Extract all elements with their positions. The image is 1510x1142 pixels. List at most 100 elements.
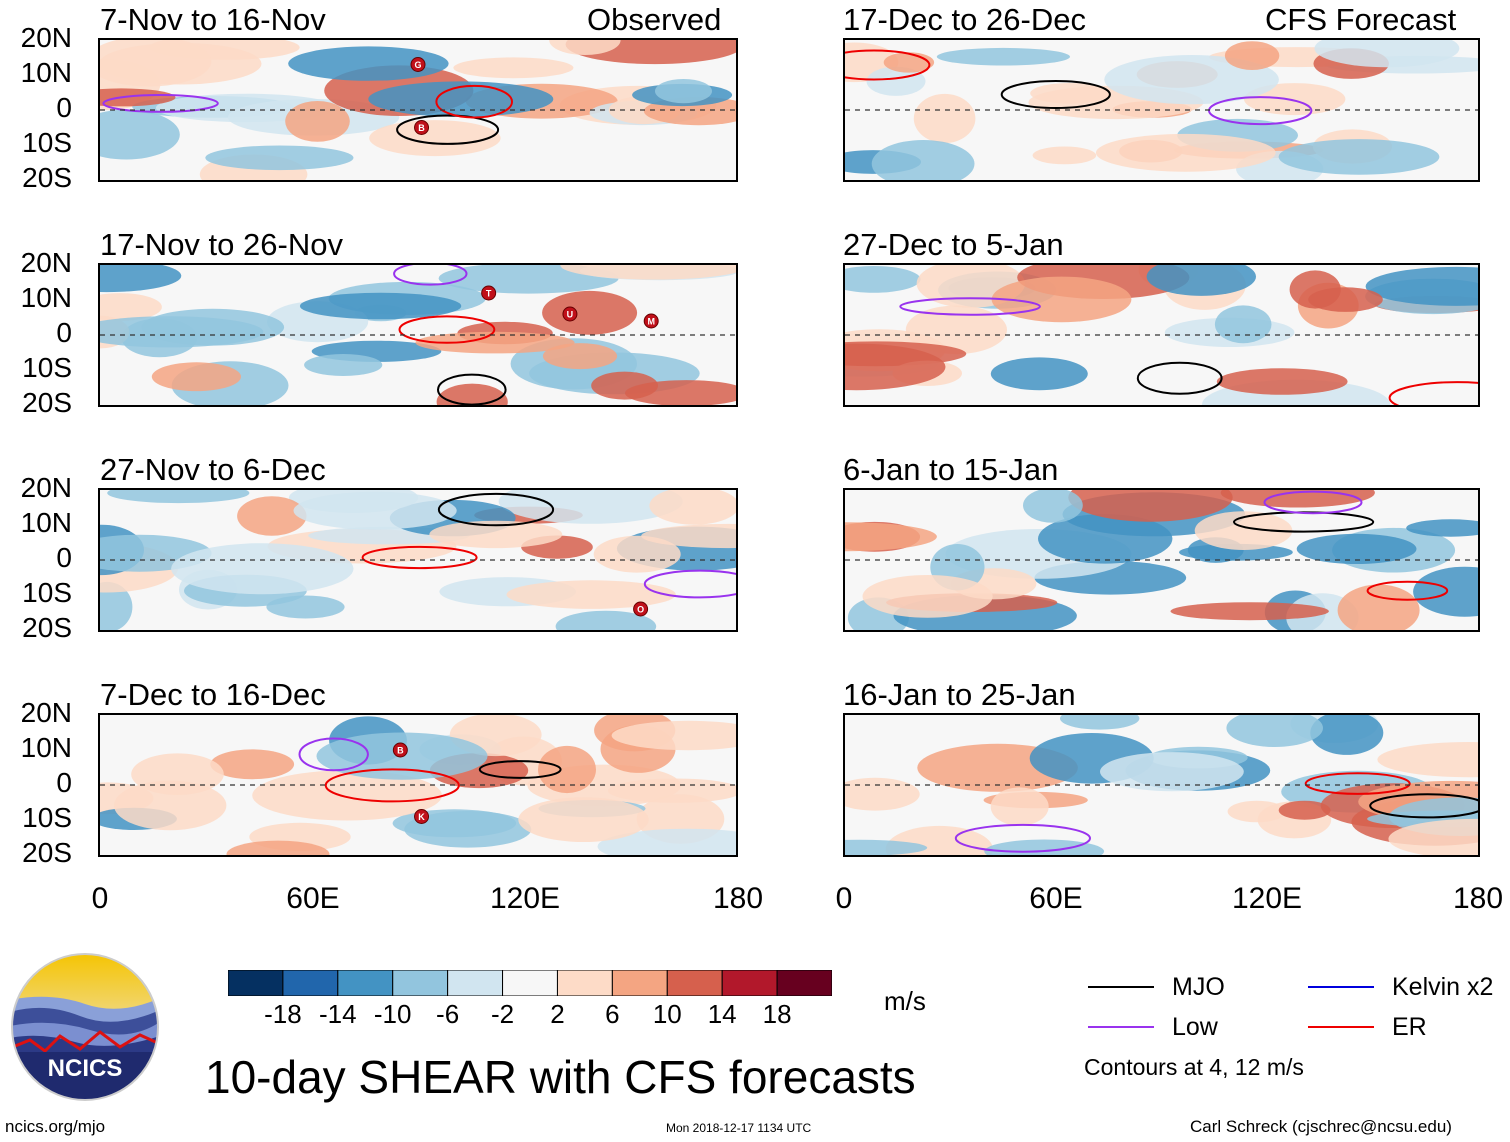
- shear-blob: [597, 828, 736, 855]
- contour-loop: [1366, 580, 1449, 601]
- shear-blob: [936, 47, 1070, 66]
- observed-label: Observed: [587, 2, 722, 37]
- legend-kelvin-label: Kelvin x2: [1392, 973, 1494, 1001]
- shear-blob: [506, 580, 676, 609]
- y-tick-row1-10S: 10S: [22, 127, 72, 158]
- shear-blob: [1413, 566, 1478, 617]
- shear-blob: [871, 140, 975, 180]
- x-tick-fc-180: 180: [1452, 882, 1504, 915]
- panel-title-fc-2: 27-Dec to 5-Jan: [843, 227, 1064, 262]
- colorbar-swatch: [502, 969, 558, 997]
- shear-blob: [1220, 490, 1375, 508]
- shear-blob: [649, 490, 736, 525]
- panel-title-fc-3: 6-Jan to 15-Jan: [843, 452, 1059, 487]
- shear-blob: [100, 88, 176, 107]
- contour-loop: [1136, 361, 1223, 395]
- map-panel-observed-2: T U M: [98, 263, 738, 407]
- contour-loop: [845, 49, 931, 81]
- shear-blob: [1365, 266, 1478, 306]
- shear-field-svg: GB: [100, 40, 736, 180]
- colorbar-tick-label: -18: [264, 999, 302, 1029]
- colorbar-tick-label: -6: [436, 999, 460, 1029]
- shear-blob: [299, 292, 462, 320]
- shear-blob: [404, 811, 532, 848]
- storm-marker: M: [643, 313, 659, 329]
- shear-blob: [171, 543, 354, 595]
- shear-blob: [1095, 133, 1276, 172]
- colorbar-tick-label: 10: [652, 999, 682, 1029]
- shear-blob: [436, 383, 508, 405]
- shear-field-svg: [845, 715, 1478, 855]
- shear-blob: [1406, 519, 1478, 537]
- footer-timestamp: Mon 2018-12-17 1134 UTC: [666, 1121, 812, 1135]
- shear-blob: [555, 610, 657, 630]
- storm-marker: U: [562, 306, 578, 322]
- y-tick-row1-0: 0: [56, 92, 72, 123]
- shear-blob: [913, 93, 976, 144]
- shear-blob: [1289, 270, 1341, 309]
- svg-text:M: M: [647, 317, 655, 327]
- shear-blob: [1194, 511, 1293, 550]
- contour-loop: [437, 492, 555, 527]
- colorbar-tick-label: -14: [319, 999, 357, 1029]
- y-tick-row4-0: 0: [56, 767, 72, 798]
- shear-blob: [542, 343, 618, 370]
- colorbar-swatch: [721, 969, 778, 997]
- y-tick-row1-20N: 20N: [20, 22, 72, 53]
- colorbar: [227, 969, 833, 997]
- map-panel-forecast-2: [843, 263, 1480, 407]
- shear-blob: [1377, 742, 1478, 778]
- shear-blob: [100, 109, 180, 160]
- shear-blob: [1214, 305, 1272, 344]
- contour-loop: [478, 760, 562, 779]
- shear-field-svg: [845, 490, 1478, 630]
- svg-text:U: U: [567, 310, 574, 320]
- shear-blob: [293, 491, 457, 530]
- shear-blob: [100, 581, 133, 630]
- shear-blob: [1100, 752, 1244, 792]
- y-tick-row3-20S: 20S: [22, 612, 72, 643]
- footer-url[interactable]: ncics.org/mjo: [5, 1117, 106, 1136]
- shear-field-svg: [845, 265, 1478, 405]
- shear-blob: [1296, 533, 1417, 564]
- colorbar-tick-label: -2: [490, 999, 515, 1029]
- shear-blob: [453, 57, 574, 79]
- shear-blob: [1278, 139, 1440, 175]
- y-tick-row3-20N: 20N: [20, 472, 72, 503]
- legend-kelvin-line: [1308, 986, 1374, 988]
- panel-title-fc-4: 16-Jan to 25-Jan: [843, 677, 1076, 712]
- y-tick-row2-10N: 10N: [20, 282, 72, 313]
- y-tick-row4-20S: 20S: [22, 837, 72, 868]
- shear-blob: [304, 354, 383, 376]
- shear-blob: [369, 120, 501, 157]
- colorbar-swatch: [776, 969, 833, 997]
- shear-blob: [641, 523, 736, 549]
- shear-blob: [542, 290, 638, 335]
- x-tick-obs-120e: 120E: [489, 882, 561, 915]
- shear-blob: [866, 66, 926, 96]
- y-tick-row3-0: 0: [56, 542, 72, 573]
- shear-field-svg: [845, 40, 1478, 180]
- colorbar-tick-label: -10: [373, 999, 412, 1029]
- contour-loop: [396, 114, 500, 145]
- shear-blob: [845, 777, 920, 811]
- svg-text:O: O: [637, 605, 644, 615]
- x-tick-fc-60e: 60E: [1029, 882, 1083, 915]
- contour-loop: [899, 297, 1041, 316]
- storm-marker: K: [414, 809, 430, 824]
- shear-blob: [862, 575, 993, 618]
- legend-low-label: Low: [1172, 1013, 1218, 1041]
- storm-marker: G: [410, 57, 426, 72]
- shear-blob: [1170, 602, 1329, 621]
- y-tick-row2-20N: 20N: [20, 247, 72, 278]
- y-tick-row4-10S: 10S: [22, 802, 72, 833]
- shear-blob: [560, 265, 736, 280]
- x-tick-obs-0: 0: [91, 882, 109, 915]
- shear-blob: [1068, 490, 1233, 522]
- colorbar-swatch: [666, 969, 723, 997]
- shear-blob: [266, 595, 345, 619]
- shear-blob: [205, 145, 354, 171]
- svg-text:K: K: [418, 812, 425, 822]
- y-tick-row2-20S: 20S: [22, 387, 72, 418]
- shear-blob: [549, 40, 621, 55]
